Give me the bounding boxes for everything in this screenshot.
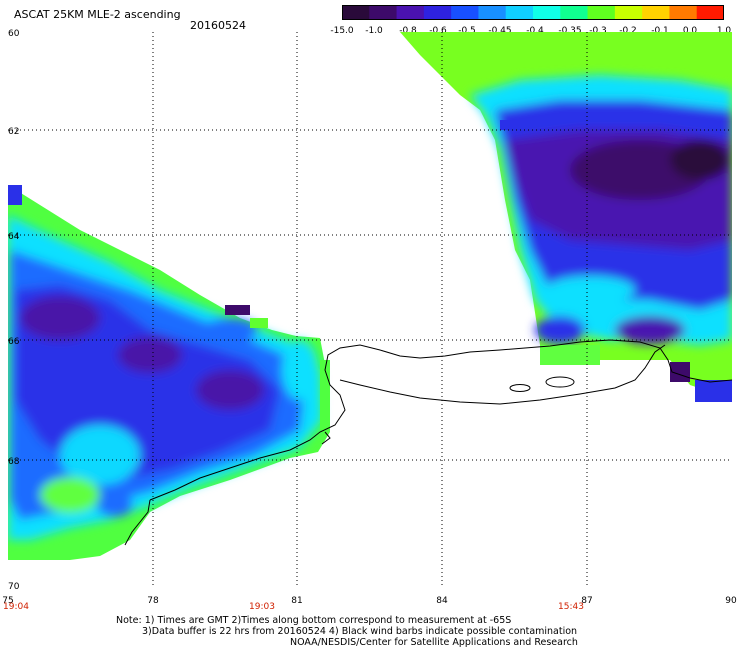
- color-scale-cell: [669, 5, 698, 20]
- lon-label: 81: [291, 596, 302, 606]
- product-date: 20160524: [190, 19, 246, 32]
- color-scale-cell: [342, 5, 370, 20]
- lon-label: 90: [725, 596, 737, 606]
- color-scale-cell: [587, 5, 616, 20]
- note-line-1: Note: 1) Times are GMT 2)Times along bot…: [116, 615, 512, 626]
- lon-label: 78: [147, 596, 159, 606]
- scale-label: -0.5: [458, 26, 476, 36]
- color-scale-cell: [478, 5, 507, 20]
- time-label: 19:03: [249, 602, 275, 612]
- lat-label: 60: [8, 29, 20, 39]
- color-scale-cell: [533, 5, 561, 20]
- color-scale-cell: [423, 5, 452, 20]
- scale-label: -1.0: [365, 26, 383, 36]
- axis-labels: 60 62 64 66 68 70 75 78 81 84 87 90: [2, 29, 737, 606]
- lat-label: 66: [8, 337, 20, 347]
- time-labels: 19:04 19:03 15:43: [3, 602, 584, 612]
- color-scale-bar: [342, 5, 724, 20]
- scale-label: -0.2: [619, 26, 637, 36]
- product-title: ASCAT 25KM MLE-2 ascending: [14, 8, 181, 21]
- scale-label: -0.35: [558, 26, 582, 36]
- time-label: 15:43: [558, 602, 584, 612]
- color-scale-cell: [369, 5, 398, 20]
- wind-speed-field: [8, 32, 732, 560]
- lat-label: 68: [8, 457, 20, 467]
- scale-label: 1.0: [716, 26, 732, 36]
- lon-label: 87: [581, 596, 592, 606]
- scale-label: -0.3: [589, 26, 607, 36]
- scale-label: -0.8: [399, 26, 417, 36]
- scale-label: -0.4: [526, 26, 544, 36]
- color-scale-cell: [505, 5, 534, 20]
- color-scale-cell: [396, 5, 425, 20]
- scale-label: -0.6: [429, 26, 447, 36]
- lon-label: 75: [2, 596, 13, 606]
- color-scale-cell: [560, 5, 589, 20]
- left-swath: [8, 185, 330, 560]
- color-scale-cell: [642, 5, 670, 20]
- lon-label: 84: [436, 596, 448, 606]
- time-label: 19:04: [3, 602, 29, 612]
- note-line-2: 3)Data buffer is 22 hrs from 20160524 4)…: [142, 626, 578, 637]
- scale-label: 0.0: [682, 26, 698, 36]
- graticule: [8, 32, 732, 586]
- lat-label: 62: [8, 127, 19, 137]
- scale-label: -0.1: [651, 26, 669, 36]
- color-scale-cell: [614, 5, 643, 20]
- color-scale-labels: -15.0 -1.0 -0.8 -0.6 -0.5 -0.45 -0.4 -0.…: [330, 26, 737, 38]
- color-scale-cell: [451, 5, 479, 20]
- right-swath: [400, 32, 732, 402]
- color-scale-cell: [696, 5, 724, 20]
- lat-label: 70: [8, 582, 20, 592]
- lat-label: 64: [8, 232, 20, 242]
- scale-label: -0.45: [488, 26, 512, 36]
- note-line-3: NOAA/NESDIS/Center for Satellite Applica…: [290, 637, 578, 648]
- coastline: [124, 339, 733, 546]
- scale-label: -15.0: [330, 26, 354, 36]
